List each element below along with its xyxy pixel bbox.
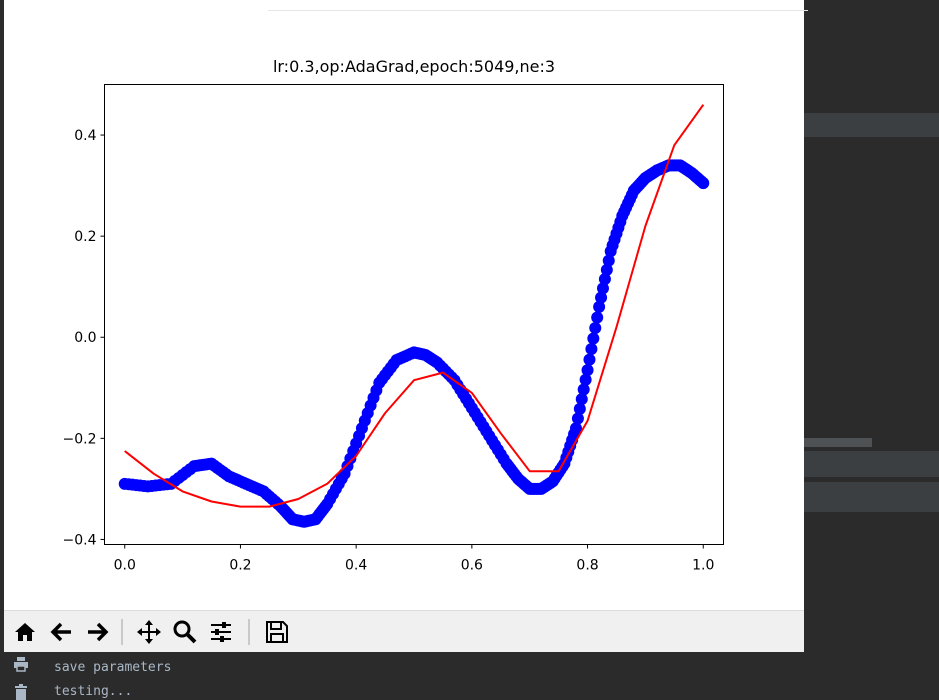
scatter-point	[581, 364, 594, 377]
ide-panel-row	[804, 482, 939, 512]
scatter-point	[583, 353, 596, 366]
home-button[interactable]	[11, 617, 39, 647]
back-button[interactable]	[48, 617, 76, 647]
scatter-point	[569, 422, 582, 435]
chart-title: lr:0.3,op:AdaGrad,epoch:5049,ne:3	[273, 57, 555, 76]
configure-subplots-button[interactable]	[207, 617, 235, 647]
scatter-point	[587, 332, 600, 345]
x-tick-label: 0.4	[345, 558, 367, 574]
scatter-point	[600, 263, 613, 276]
x-tick-label: 0.0	[114, 558, 136, 574]
scatter-point	[602, 254, 615, 267]
scatter-point	[697, 177, 710, 190]
save-figure-button[interactable]	[263, 617, 291, 647]
run-console: save parameters testing...	[0, 652, 939, 700]
sliders-icon	[211, 622, 231, 642]
scatter-point	[596, 282, 609, 295]
scatter-point	[577, 383, 590, 396]
pan-button[interactable]	[135, 617, 163, 647]
figure-window	[4, 0, 808, 652]
ide-panel-header	[804, 451, 939, 477]
arrow-right-icon	[88, 622, 109, 642]
toolbar-separator	[121, 619, 123, 645]
ide-panel-strip	[804, 0, 939, 700]
scatter-point	[589, 321, 602, 334]
x-tick-label: 0.6	[461, 558, 483, 574]
x-tick-label: 0.2	[229, 558, 251, 574]
scatter-point	[571, 412, 584, 425]
plot-canvas: lr:0.3,op:AdaGrad,epoch:5049,ne:3 −0.4−0…	[63, 57, 724, 574]
scatter-point	[579, 373, 592, 386]
y-tick-label: 0.0	[74, 330, 96, 346]
scatter-series	[118, 159, 710, 528]
y-tick-label: −0.4	[63, 532, 97, 548]
scatter-point	[575, 393, 588, 406]
fit-line-series	[124, 104, 705, 508]
print-icon[interactable]	[13, 656, 29, 672]
move-arrows-icon	[137, 620, 161, 644]
y-axis: −0.4 −0.2 0.0 0.2 0.4	[63, 128, 105, 548]
scatter-point	[598, 273, 611, 286]
scatter-point	[593, 300, 606, 313]
plot-area	[104, 84, 724, 545]
scatter-point	[585, 343, 598, 356]
y-tick-label: 0.4	[74, 128, 96, 144]
arrow-left-icon	[50, 622, 71, 642]
floppy-disk-icon	[266, 621, 288, 643]
home-icon	[15, 623, 35, 641]
x-axis: 0.0 0.2 0.4 0.6 0.8 1.0	[114, 544, 714, 574]
navigation-toolbar	[4, 610, 804, 653]
zoom-button[interactable]	[171, 617, 199, 647]
forward-button[interactable]	[83, 617, 111, 647]
y-tick-label: −0.2	[63, 431, 97, 447]
scatter-point	[573, 402, 586, 415]
toolbar-separator	[248, 619, 250, 645]
x-tick-label: 1.0	[692, 558, 714, 574]
console-line-2: testing...	[54, 684, 133, 699]
scatter-point	[591, 311, 604, 324]
y-tick-label: 0.2	[74, 229, 96, 245]
scatter-point	[595, 291, 608, 304]
fit-line	[124, 104, 705, 508]
x-tick-label: 0.8	[576, 558, 598, 574]
magnifier-icon	[173, 620, 197, 644]
console-line-1: save parameters	[54, 660, 172, 675]
ide-panel-band	[804, 113, 939, 137]
trash-icon[interactable]	[13, 684, 29, 700]
window-top-border	[268, 10, 808, 11]
ide-scrollbar-horizontal[interactable]	[804, 438, 872, 447]
